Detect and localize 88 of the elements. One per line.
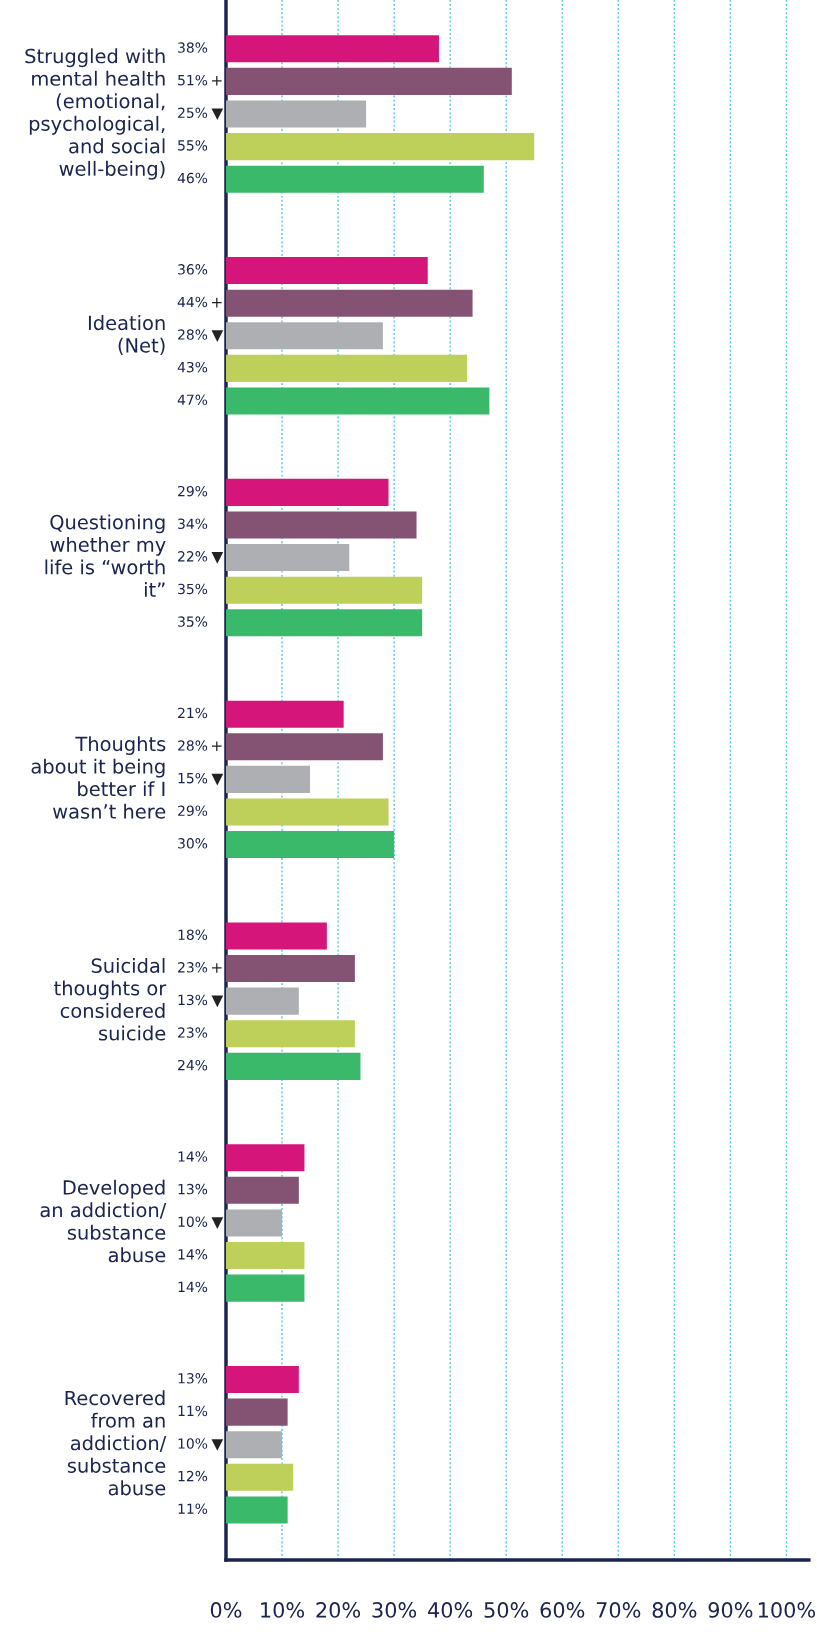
- data-label: 11%: [178, 1405, 208, 1417]
- data-label: 43%: [177, 361, 208, 373]
- bar: [225, 922, 327, 950]
- data-label: 51% +: [178, 74, 222, 86]
- data-label: 23%: [178, 1027, 208, 1038]
- data-label: 24%: [178, 1059, 208, 1071]
- bar: [225, 165, 484, 193]
- data-label: 22% ▼: [178, 551, 224, 564]
- data-label: 30%: [178, 838, 208, 849]
- bar: [225, 609, 423, 637]
- data-label: 15% ▼: [178, 772, 224, 786]
- bar: [225, 257, 428, 285]
- data-label: 25% ▼: [178, 107, 224, 121]
- bar: [225, 1209, 283, 1237]
- x-tick-label: 20%: [316, 1602, 361, 1618]
- data-label: 34%: [178, 518, 208, 529]
- x-tick-label: 0%: [210, 1602, 242, 1618]
- data-label: 18%: [178, 929, 208, 940]
- x-tick-label: 90%: [708, 1602, 753, 1618]
- bar: [225, 987, 299, 1015]
- data-label: 11%: [178, 1503, 208, 1514]
- bar: [225, 1274, 305, 1302]
- x-tick-label: 50%: [484, 1602, 529, 1618]
- data-label: 46%: [177, 172, 208, 184]
- bar: [225, 133, 535, 161]
- bar: [225, 831, 395, 859]
- data-label: 28% ▼: [178, 329, 224, 342]
- bar: [225, 354, 467, 382]
- bar: [225, 1463, 294, 1491]
- bar: [225, 67, 512, 95]
- y-tick-label: Struggled with mental health (emotional, psychological, and social well-being): [25, 48, 165, 180]
- bar: [225, 100, 367, 128]
- bar: [225, 1020, 355, 1048]
- data-label: 28% +: [178, 740, 222, 751]
- data-label: 38%: [178, 42, 208, 53]
- data-label: 14%: [178, 1151, 208, 1162]
- data-label: 14%: [178, 1249, 208, 1260]
- data-label: 10% ▼: [178, 1216, 224, 1230]
- bar: [225, 387, 490, 415]
- bar: [225, 765, 311, 793]
- x-tick-label: 40%: [428, 1602, 473, 1618]
- y-tick-label: Recovered from an addiction/ substance abuse: [65, 1390, 167, 1496]
- data-label: 14%: [178, 1281, 208, 1293]
- bar: [225, 478, 389, 506]
- data-label: 44% +: [177, 296, 222, 308]
- bar: [225, 544, 350, 572]
- data-label: 55%: [178, 140, 208, 151]
- data-label: 13% ▼: [178, 994, 224, 1008]
- bar: [225, 955, 355, 983]
- x-tick-label: 10%: [261, 1602, 305, 1618]
- data-label: 36%: [178, 264, 208, 275]
- y-tick-label: Developed an addiction/ substance abuse: [40, 1179, 167, 1263]
- bar: [225, 700, 344, 728]
- data-label: 21%: [178, 707, 208, 719]
- data-label: 13%: [178, 1183, 208, 1195]
- data-label: 29%: [178, 805, 208, 816]
- x-tick-label: 100%: [758, 1602, 816, 1618]
- data-label: 10% ▼: [178, 1438, 224, 1451]
- x-tick-label: 70%: [596, 1602, 641, 1618]
- data-label: 35%: [178, 583, 208, 595]
- bar: [225, 35, 439, 63]
- data-label: 23% +: [178, 962, 222, 973]
- bar: [225, 1242, 305, 1270]
- bar: [225, 1366, 299, 1394]
- data-label: 47%: [177, 394, 208, 406]
- bar: [225, 1496, 288, 1524]
- bar: [225, 1431, 283, 1459]
- y-tick-label: Suicidal thoughts or considered suicide: [54, 957, 167, 1041]
- x-tick-label: 30%: [372, 1602, 417, 1618]
- bar: [225, 733, 383, 761]
- bar: [225, 289, 473, 317]
- x-tick-label: 80%: [652, 1602, 697, 1618]
- data-label: 29%: [178, 485, 208, 497]
- bar: [225, 798, 389, 826]
- data-label: 13%: [178, 1373, 208, 1384]
- bar: [225, 1052, 361, 1080]
- bar: [225, 322, 383, 350]
- y-tick-label: Thoughts about it being better if I wasn’t here: [31, 736, 166, 819]
- data-label: 12%: [178, 1470, 208, 1482]
- bar: [225, 1398, 288, 1426]
- bar: [225, 1176, 299, 1204]
- bar: [225, 576, 423, 604]
- x-tick-label: 60%: [540, 1602, 585, 1618]
- bar: [225, 1144, 305, 1172]
- data-label: 35%: [178, 616, 208, 627]
- y-tick-label: Ideation (Net): [88, 315, 165, 355]
- bar: [225, 511, 417, 539]
- y-tick-label: Questioning whether my life is “worth it”: [45, 514, 166, 597]
